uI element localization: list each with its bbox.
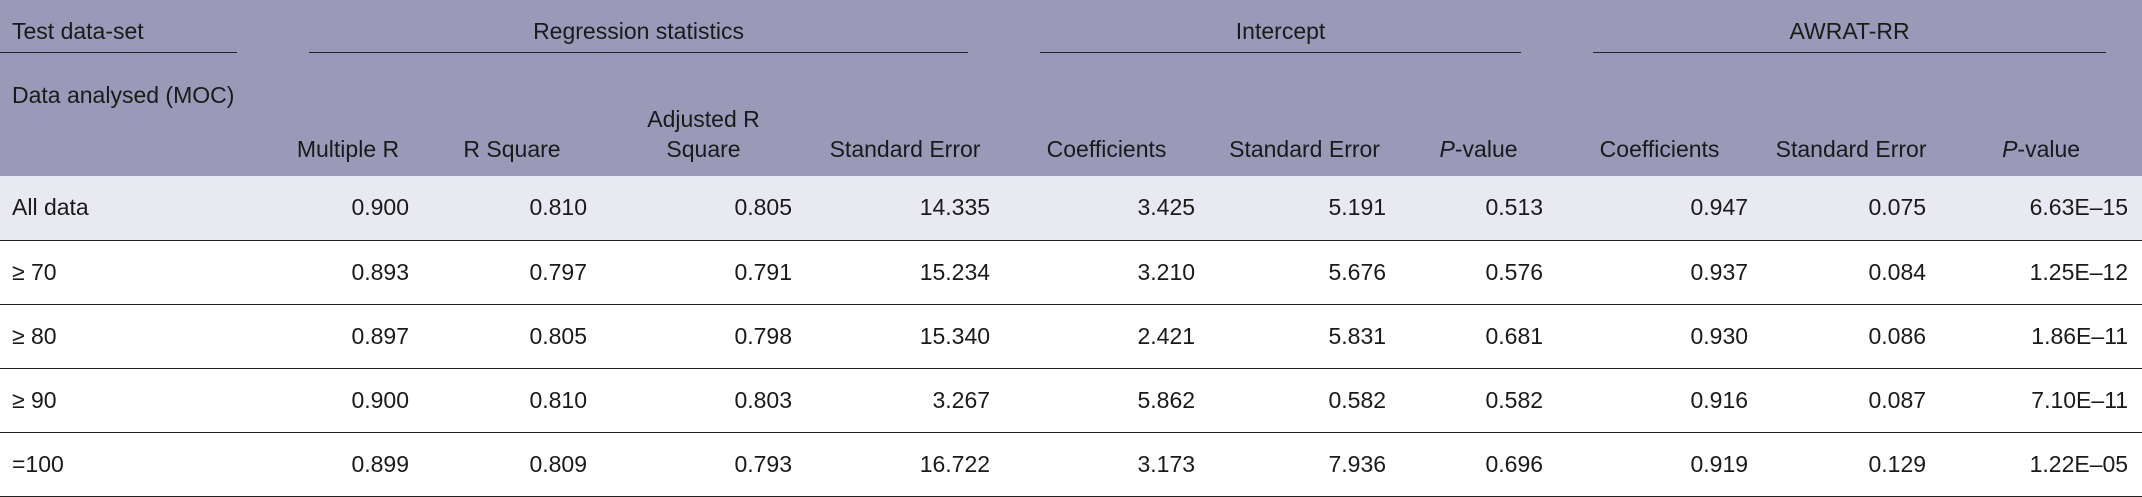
cell: 3.425	[1137, 194, 1196, 221]
table-row: All data 0.900 0.810 0.805 14.335 3.425 5.191 0…	[0, 176, 2142, 240]
cell: 0.916	[1690, 386, 1749, 413]
table-row: ≥ 90 0.900 0.810 0.803 3.267 5.862 0.582 0.582 0…	[0, 368, 2142, 432]
cell: 0.798	[734, 322, 792, 349]
cell: 0.803	[734, 386, 792, 413]
cell: 0.810	[529, 194, 587, 221]
cell: 2.421	[1137, 322, 1196, 349]
cell: 1.22E–05	[2029, 450, 2129, 477]
row-label: ≥ 70	[12, 258, 57, 285]
cell: 7.936	[1328, 450, 1387, 477]
cell: 0.947	[1690, 194, 1749, 221]
cell: 0.930	[1690, 322, 1749, 349]
cell: 0.582	[1485, 386, 1544, 413]
table-body: All data 0.900 0.810 0.805 14.335 3.425 5.191 0…	[0, 176, 2142, 496]
cell: 3.210	[1137, 258, 1196, 285]
group-label: AWRAT-RR	[1593, 16, 2107, 53]
cell: 0.681	[1485, 322, 1544, 349]
group-header: AWRAT-RR	[1557, 0, 2142, 68]
cell: 0.809	[529, 450, 587, 477]
column-header: Multiple R	[273, 68, 423, 176]
column-header: Data analysed (MOC)	[0, 68, 273, 176]
group-header: Regression statistics	[273, 0, 1004, 68]
cell: 0.919	[1690, 450, 1749, 477]
cell: 0.129	[1868, 450, 1927, 477]
group-label: Regression statistics	[309, 16, 969, 53]
column-header: P-value	[1940, 68, 2142, 176]
column-label: Standard Error	[1229, 136, 1380, 162]
cell: 0.805	[529, 322, 587, 349]
column-label: R Square	[463, 136, 561, 162]
cell: 5.831	[1328, 322, 1387, 349]
cell: 0.087	[1868, 386, 1927, 413]
row-label: All data	[12, 194, 89, 221]
column-label: Standard Error	[829, 136, 981, 162]
cell: 5.862	[1137, 386, 1196, 413]
column-header: Adjusted R Square	[601, 68, 806, 176]
cell: 0.513	[1485, 194, 1544, 221]
cell: 3.173	[1137, 450, 1196, 477]
column-header: Coefficients	[1004, 68, 1209, 176]
group-header: Test data-set	[0, 0, 273, 68]
column-label: P-value	[1439, 136, 1518, 162]
table-row: ≥ 80 0.897 0.805 0.798 15.340 2.421 5.831 0.681…	[0, 304, 2142, 368]
cell: 16.722	[919, 450, 991, 477]
column-header: Standard Error	[1209, 68, 1400, 176]
cell: 0.805	[734, 194, 792, 221]
row-label: ≥ 90	[12, 386, 57, 413]
column-header: Standard Error	[1762, 68, 1940, 176]
table-row: =100 0.899 0.809 0.793 16.722 3.173 7.936 0.696…	[0, 432, 2142, 496]
column-label: Standard Error	[1775, 136, 1927, 162]
cell: 0.897	[351, 322, 409, 349]
cell: 0.793	[734, 450, 792, 477]
cell: 0.810	[529, 386, 587, 413]
column-label: Multiple R	[296, 136, 400, 162]
cell: 0.582	[1328, 386, 1387, 413]
group-row: Test data-set Regression statistics Inte…	[0, 0, 2142, 68]
column-label: Coefficients	[1046, 136, 1167, 162]
cell: 15.340	[919, 322, 991, 349]
cell: 0.797	[529, 258, 587, 285]
column-row: Data analysed (MOC) Multiple R R Square Adj…	[0, 68, 2142, 176]
cell: 0.084	[1868, 258, 1927, 285]
group-header: Intercept	[1004, 0, 1557, 68]
group-label: Intercept	[1040, 16, 1522, 53]
column-header: Standard Error	[806, 68, 1004, 176]
cell: 0.696	[1485, 450, 1544, 477]
table-row: ≥ 70 0.893 0.797 0.791 15.234 3.210 5.676 0.576…	[0, 240, 2142, 304]
group-label: Test data-set	[0, 16, 237, 53]
cell: 0.900	[351, 386, 409, 413]
column-label: Data analysed (MOC)	[12, 82, 235, 108]
column-header: Coefficients	[1557, 68, 1762, 176]
cell: 5.191	[1328, 194, 1387, 221]
row-label: =100	[12, 450, 64, 477]
cell: 7.10E–11	[2031, 386, 2129, 413]
cell: 0.075	[1868, 194, 1927, 221]
cell: 3.267	[932, 386, 991, 413]
cell: 5.676	[1328, 258, 1387, 285]
cell: 0.893	[351, 258, 409, 285]
cell: 0.086	[1868, 322, 1927, 349]
cell: 15.234	[919, 258, 991, 285]
column-label: P-value	[2002, 136, 2081, 162]
column-header: R Square	[423, 68, 601, 176]
cell: 0.937	[1690, 258, 1749, 285]
row-label: ≥ 80	[12, 322, 57, 349]
table-head: Test data-set Regression statistics Inte…	[0, 0, 2142, 176]
cell: 1.86E–11	[2031, 322, 2129, 349]
cell: 14.335	[919, 194, 991, 221]
cell: 0.899	[351, 450, 409, 477]
cell: 0.576	[1485, 258, 1544, 285]
column-label: Coefficients	[1599, 136, 1720, 162]
cell: 1.25E–12	[2029, 258, 2129, 285]
cell: 0.900	[351, 194, 409, 221]
cell: 0.791	[734, 258, 792, 285]
column-label: Adjusted R Square	[647, 106, 760, 162]
column-header: P-value	[1400, 68, 1557, 176]
cell: 6.63E–15	[2029, 194, 2129, 221]
